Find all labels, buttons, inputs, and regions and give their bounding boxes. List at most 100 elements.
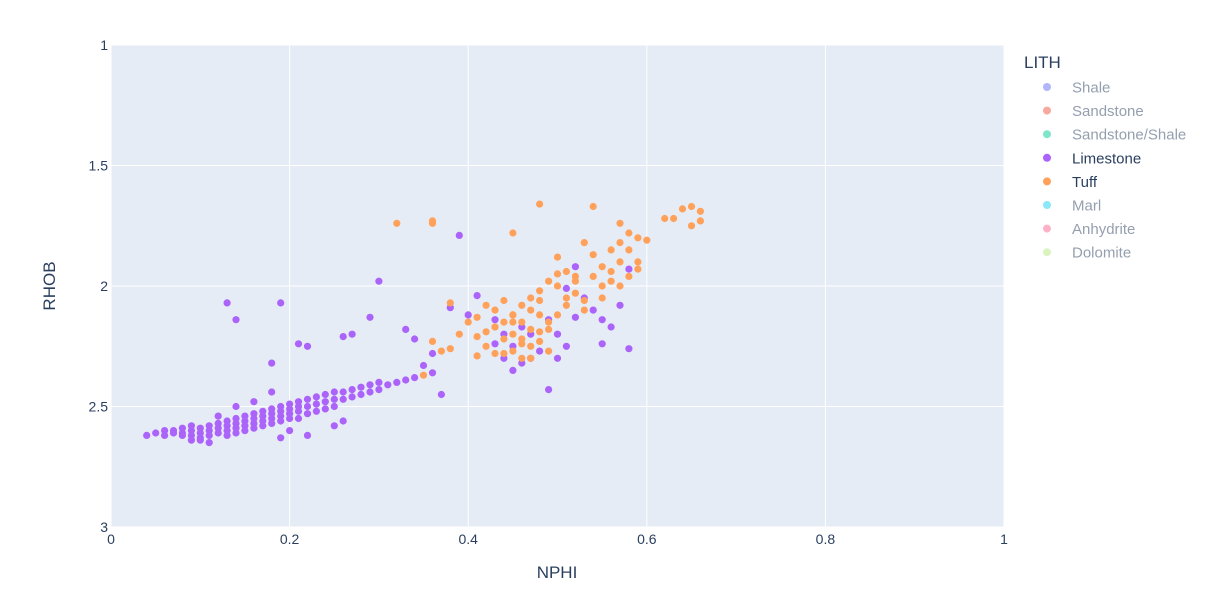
data-point <box>303 342 312 350</box>
data-point <box>562 301 571 309</box>
y-tick-label: 1 <box>100 37 108 53</box>
data-point <box>661 214 669 223</box>
data-point <box>357 383 365 391</box>
data-point <box>312 407 320 415</box>
data-point <box>580 296 588 305</box>
data-point <box>536 328 544 336</box>
y-tick-label: 2.5 <box>89 399 109 415</box>
data-point <box>598 316 606 324</box>
data-point <box>268 359 276 367</box>
data-point <box>348 393 356 401</box>
data-point <box>294 340 303 348</box>
data-point <box>268 419 276 427</box>
legend: LITH Shale Sandstone Sandstone/Shale Limest… <box>1024 53 1186 262</box>
data-point <box>491 349 499 358</box>
data-point <box>491 316 499 324</box>
data-point <box>250 398 258 406</box>
data-point <box>616 282 624 290</box>
data-point <box>696 207 705 215</box>
data-point <box>366 381 374 389</box>
legend-item-tuff[interactable]: Tuff <box>1043 174 1098 191</box>
data-point <box>553 354 562 362</box>
data-point <box>687 202 696 211</box>
data-point <box>580 306 588 314</box>
data-point <box>518 354 526 362</box>
data-point <box>589 251 597 259</box>
data-point <box>553 330 562 338</box>
data-point <box>598 263 606 271</box>
data-point <box>509 229 517 237</box>
data-point <box>303 402 312 411</box>
data-point <box>277 417 285 425</box>
data-point <box>625 345 633 353</box>
data-point <box>294 414 303 423</box>
data-point <box>446 299 454 307</box>
data-point <box>527 342 535 350</box>
data-point <box>473 292 481 300</box>
x-axis-ticks: 0 0.2 0.4 0.6 0.8 1 <box>107 531 1008 547</box>
data-point <box>321 405 329 413</box>
data-point <box>223 431 231 439</box>
data-point <box>509 311 517 319</box>
legend-item-anhydrite[interactable]: Anhydrite <box>1043 221 1135 238</box>
legend-label: Limestone <box>1072 150 1141 167</box>
data-point <box>464 318 472 326</box>
data-point <box>303 410 312 418</box>
data-point <box>268 388 276 396</box>
data-point <box>473 313 481 321</box>
data-point <box>571 263 580 271</box>
data-point <box>580 239 588 247</box>
data-point <box>536 311 544 319</box>
data-point <box>634 258 642 266</box>
legend-item-dolomite[interactable]: Dolomite <box>1043 245 1131 262</box>
data-point <box>625 246 633 254</box>
data-point <box>187 422 195 430</box>
x-tick-label: 0.8 <box>816 531 836 547</box>
data-point <box>277 434 285 442</box>
legend-item-marl[interactable]: Marl <box>1043 198 1101 215</box>
data-point <box>286 414 294 423</box>
legend-item-shale[interactable]: Shale <box>1043 80 1110 97</box>
data-point <box>491 306 499 314</box>
legend-item-limestone[interactable]: Limestone <box>1043 150 1141 167</box>
data-point <box>500 296 508 305</box>
data-point <box>571 313 580 321</box>
data-point <box>348 386 356 394</box>
legend-marker <box>1043 106 1051 115</box>
data-point <box>384 381 392 389</box>
data-point <box>187 436 195 444</box>
legend-item-sandstone[interactable]: Sandstone <box>1043 103 1144 120</box>
data-point <box>527 294 535 302</box>
x-tick-label: 0.2 <box>280 531 300 547</box>
data-point <box>402 325 410 333</box>
data-point <box>232 402 240 411</box>
data-point <box>241 427 249 435</box>
data-point <box>357 390 365 399</box>
data-point <box>339 388 347 396</box>
x-tick-label: 1 <box>1000 531 1008 547</box>
legend-marker <box>1043 201 1051 209</box>
data-point <box>598 294 606 302</box>
data-point <box>589 272 597 280</box>
data-point <box>625 272 633 280</box>
legend-label: Marl <box>1072 198 1101 215</box>
data-point <box>625 265 633 273</box>
data-point <box>545 325 553 333</box>
data-point <box>232 429 240 437</box>
data-point <box>223 299 231 307</box>
data-point <box>428 349 437 358</box>
y-axis-title: RHOB <box>40 261 59 310</box>
data-point <box>161 431 169 439</box>
legend-item-sandstone-shale[interactable]: Sandstone/Shale <box>1043 127 1186 144</box>
data-point <box>518 301 526 309</box>
data-point <box>678 205 687 213</box>
legend-label: Sandstone <box>1072 103 1144 120</box>
data-point <box>553 311 562 319</box>
legend-label: Dolomite <box>1072 245 1131 262</box>
data-point <box>321 390 329 399</box>
data-point <box>509 347 517 355</box>
data-point <box>330 422 338 430</box>
data-point <box>482 328 490 336</box>
data-point <box>536 347 544 355</box>
data-point <box>419 361 428 370</box>
